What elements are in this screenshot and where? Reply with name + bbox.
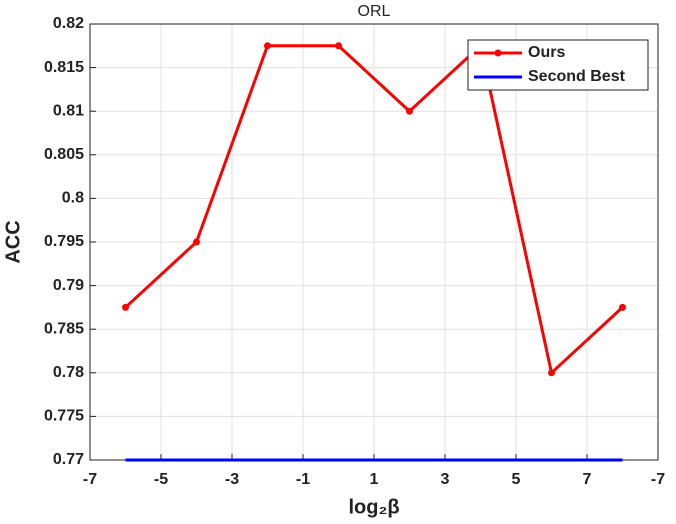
y-tick-label: 0.81 bbox=[53, 102, 84, 119]
x-tick-label: 5 bbox=[512, 471, 521, 488]
point bbox=[193, 238, 200, 246]
y-tick-label: 0.77 bbox=[53, 451, 84, 468]
x-axis-label: log₂β bbox=[348, 496, 399, 518]
x-tick-label: -5 bbox=[154, 471, 168, 488]
point bbox=[264, 42, 271, 50]
y-tick-label: 0.82 bbox=[53, 15, 84, 32]
point bbox=[335, 42, 342, 50]
y-axis-label: ACC bbox=[2, 220, 24, 263]
point bbox=[122, 303, 129, 311]
x-tick-label: 3 bbox=[441, 471, 450, 488]
legend-box bbox=[467, 39, 649, 91]
y-tick-label: 0.795 bbox=[44, 233, 84, 250]
point bbox=[619, 303, 626, 311]
y-tick-label: 0.8 bbox=[62, 190, 84, 207]
legend-marker bbox=[494, 49, 502, 57]
y-tick-label: 0.805 bbox=[44, 146, 84, 163]
chart-title: ORL bbox=[358, 3, 391, 20]
x-tick-label: -3 bbox=[225, 471, 239, 488]
x-tick-label: -1 bbox=[296, 471, 310, 488]
x-tick-label: -7 bbox=[83, 471, 97, 488]
point bbox=[548, 369, 555, 377]
x-tick-label: 1 bbox=[370, 471, 379, 488]
y-tick-label: 0.775 bbox=[44, 408, 84, 425]
y-tick-label: 0.78 bbox=[53, 364, 84, 381]
legend-label: Second Best bbox=[528, 68, 626, 85]
legend-label: Ours bbox=[528, 44, 565, 61]
x-tick-label: -7 bbox=[651, 471, 665, 488]
x-tick-label: 7 bbox=[583, 471, 592, 488]
y-tick-label: 0.785 bbox=[44, 320, 84, 337]
series-line bbox=[124, 42, 624, 376]
point bbox=[406, 107, 413, 115]
y-tick-label: 0.815 bbox=[44, 59, 84, 76]
y-tick-label: 0.79 bbox=[53, 277, 84, 294]
